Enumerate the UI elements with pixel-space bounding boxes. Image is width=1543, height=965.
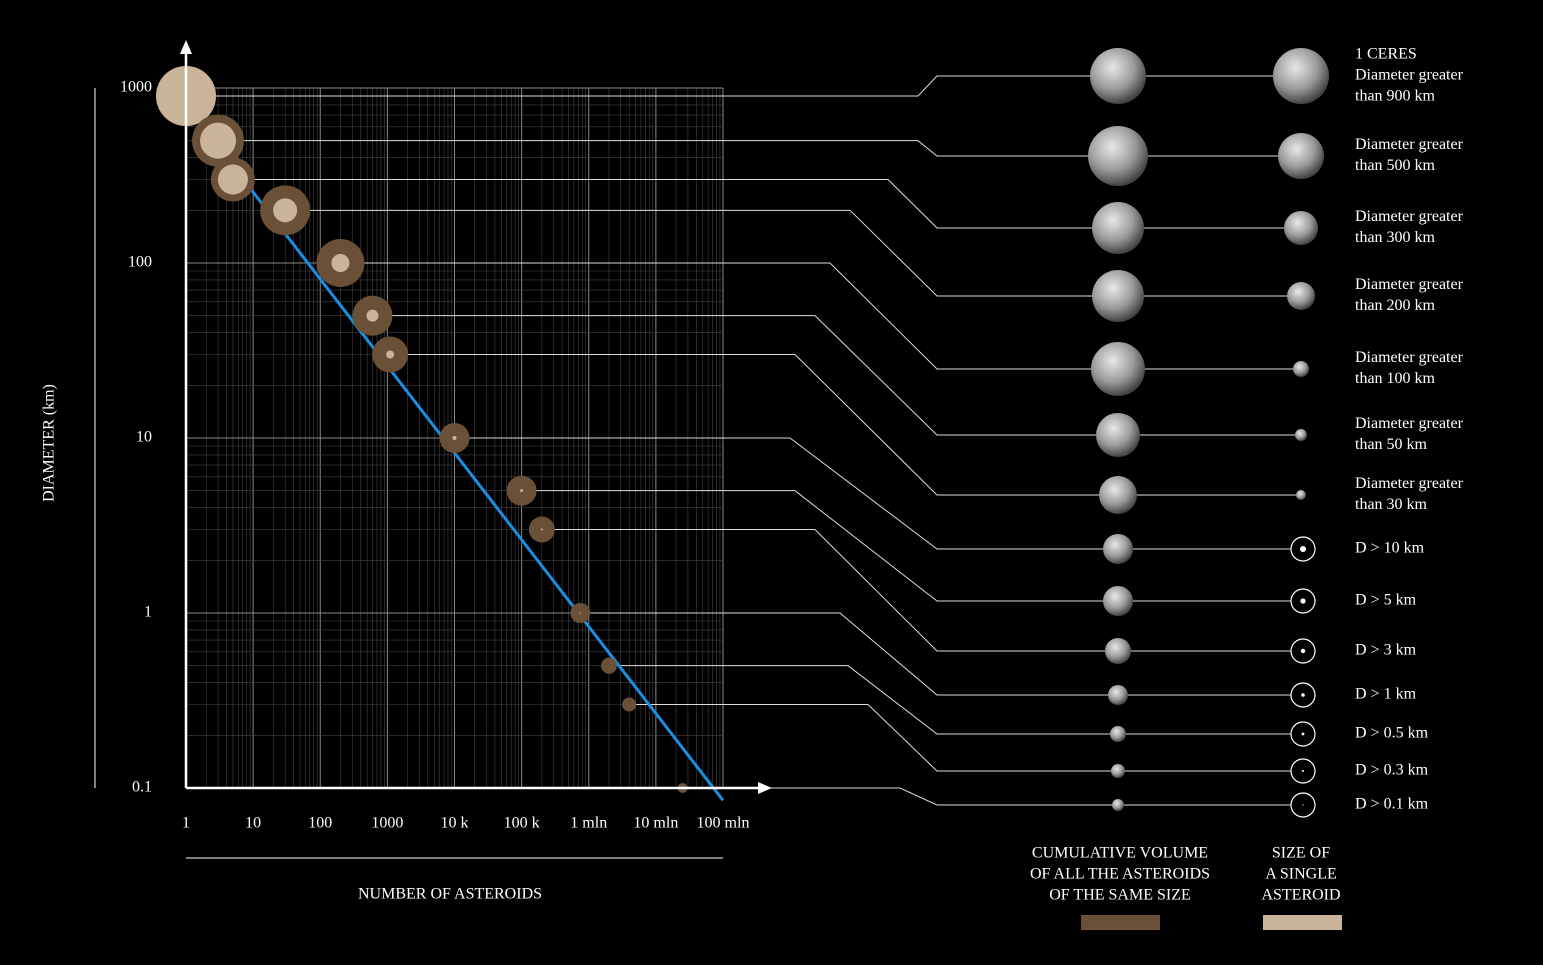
single-dot xyxy=(1300,546,1306,552)
x-tick-label: 100 xyxy=(308,815,332,832)
single-bubble xyxy=(452,436,457,440)
x-tick-label: 100 k xyxy=(504,815,540,832)
volume-image xyxy=(1090,48,1146,104)
single-image xyxy=(1278,133,1324,179)
row-label: D > 0.1 km xyxy=(1355,796,1429,813)
single-dot xyxy=(1300,598,1306,604)
single-bubble xyxy=(200,122,237,159)
x-tick-label: 100 mln xyxy=(697,815,750,832)
volume-image xyxy=(1091,342,1145,396)
row-label: D > 10 km xyxy=(1355,540,1425,557)
single-dot xyxy=(1301,732,1305,736)
row-label: than 500 km xyxy=(1355,157,1436,174)
volume-image xyxy=(1112,799,1124,811)
y-tick-label: 10 xyxy=(136,429,152,446)
row-label: than 300 km xyxy=(1355,229,1436,246)
volume-image xyxy=(1092,202,1144,254)
single-image xyxy=(1293,361,1309,377)
legend-label: OF ALL THE ASTEROIDS xyxy=(1030,866,1210,883)
row-label: than 100 km xyxy=(1355,370,1436,387)
volume-image xyxy=(1105,638,1131,664)
marks xyxy=(156,66,725,802)
trend-line xyxy=(225,156,725,802)
volume-image xyxy=(1092,270,1144,322)
volume-image xyxy=(1103,586,1133,616)
volume-bubble xyxy=(600,657,617,674)
legend-label: ASTEROID xyxy=(1261,887,1340,904)
single-image xyxy=(1295,429,1307,441)
volume-image xyxy=(1103,534,1133,564)
single-image xyxy=(1284,211,1318,245)
y-tick-label: 1 xyxy=(144,604,152,621)
row-label: Diameter greater xyxy=(1355,415,1464,432)
row-label: than 900 km xyxy=(1355,88,1436,105)
row-label: D > 5 km xyxy=(1355,592,1417,609)
x-tick-label: 1 xyxy=(182,815,190,832)
single-dot xyxy=(1300,648,1306,654)
single-dot xyxy=(1302,804,1304,806)
volume-image xyxy=(1096,413,1140,457)
x-tick-label: 10 mln xyxy=(633,815,678,832)
x-tick-label: 10 xyxy=(245,815,261,832)
x-tick-label: 1 mln xyxy=(570,815,607,832)
volume-image xyxy=(1111,764,1125,778)
row-label: D > 3 km xyxy=(1355,642,1417,659)
legend-label: A SINGLE xyxy=(1265,866,1337,883)
row-label: Diameter greater xyxy=(1355,349,1464,366)
row-label: Diameter greater xyxy=(1355,136,1464,153)
x-axis-label: NUMBER OF ASTEROIDS xyxy=(358,886,542,903)
legend-label: CUMULATIVE VOLUME xyxy=(1032,845,1208,862)
single-bubble xyxy=(217,164,248,195)
single-bubble xyxy=(273,198,298,223)
row-label: than 200 km xyxy=(1355,297,1436,314)
volume-image xyxy=(1099,476,1137,514)
row-label: Diameter greater xyxy=(1355,475,1464,492)
volume-image xyxy=(1108,685,1128,705)
y-tick-label: 0.1 xyxy=(132,779,152,796)
row-label: Diameter greater xyxy=(1355,276,1464,293)
row-label: than 50 km xyxy=(1355,436,1428,453)
single-bubble xyxy=(540,528,543,531)
legend-swatch xyxy=(1081,915,1160,930)
single-bubble xyxy=(386,350,395,359)
row-label: 1 CERES xyxy=(1355,46,1417,63)
row-label: D > 0.5 km xyxy=(1355,725,1429,742)
legend-label: SIZE OF xyxy=(1272,845,1330,862)
volume-image xyxy=(1110,726,1126,742)
legend-label: OF THE SAME SIZE xyxy=(1049,887,1191,904)
single-bubble xyxy=(579,612,581,614)
y-axis-label: DIAMETER (km) xyxy=(41,384,58,502)
single-dot xyxy=(1301,693,1305,697)
single-image xyxy=(1296,490,1306,500)
x-tick-label: 10 k xyxy=(441,815,469,832)
row-label: D > 0.3 km xyxy=(1355,762,1429,779)
row-label: D > 1 km xyxy=(1355,686,1417,703)
volume-bubble xyxy=(622,697,637,712)
single-image xyxy=(1273,48,1329,104)
single-bubble xyxy=(331,254,350,272)
row-label: than 30 km xyxy=(1355,496,1428,513)
y-tick-label: 1000 xyxy=(120,79,152,96)
volume-image xyxy=(1088,126,1148,186)
y-tick-label: 100 xyxy=(128,254,152,271)
x-tick-label: 1000 xyxy=(371,815,403,832)
single-dot xyxy=(1302,770,1304,772)
legend-swatch xyxy=(1263,915,1342,930)
single-image xyxy=(1287,282,1315,310)
row-label: Diameter greater xyxy=(1355,67,1464,84)
row-label: Diameter greater xyxy=(1355,208,1464,225)
single-bubble xyxy=(520,489,524,493)
y-arrow xyxy=(180,40,192,54)
single-bubble xyxy=(366,309,379,322)
x-arrow xyxy=(758,782,772,794)
